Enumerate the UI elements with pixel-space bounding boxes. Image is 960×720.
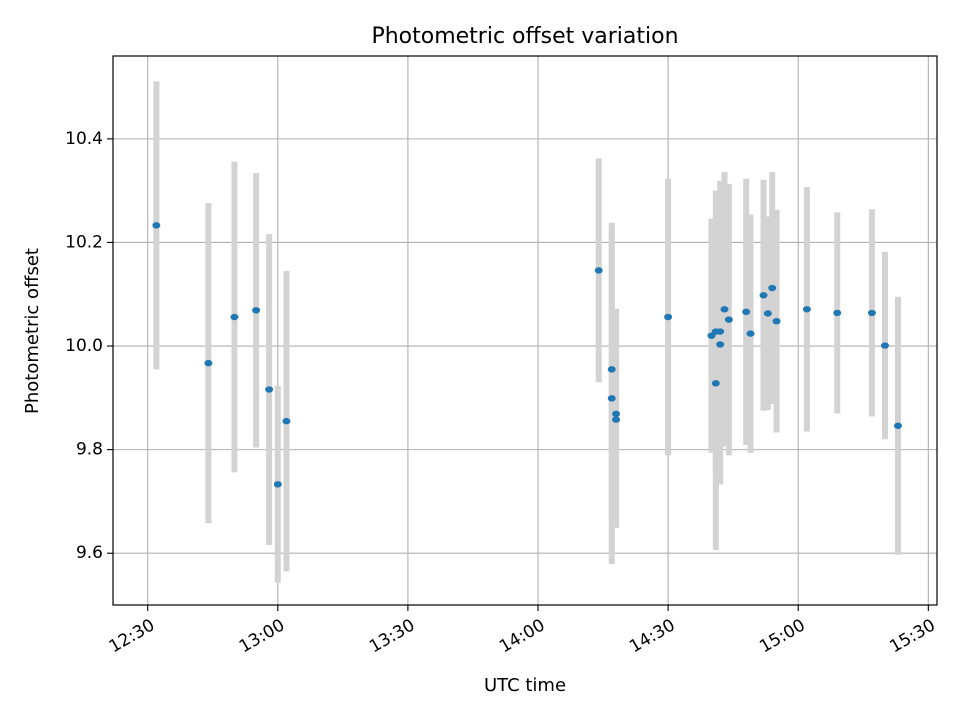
data-point bbox=[252, 307, 261, 314]
data-point bbox=[282, 417, 291, 425]
data-point bbox=[594, 267, 603, 274]
data-point bbox=[833, 309, 842, 317]
data-point bbox=[265, 386, 274, 393]
y-tick-label: 9.8 bbox=[76, 440, 103, 460]
data-point bbox=[716, 341, 725, 348]
y-axis-label: Photometric offset bbox=[22, 248, 43, 414]
data-point bbox=[711, 380, 720, 387]
y-tick-label: 10.0 bbox=[65, 336, 103, 356]
data-point bbox=[867, 309, 876, 317]
data-point bbox=[607, 366, 616, 373]
x-axis-label: UTC time bbox=[484, 675, 566, 696]
data-point bbox=[759, 292, 768, 299]
data-point bbox=[724, 316, 733, 323]
data-point bbox=[607, 395, 616, 402]
data-point bbox=[612, 416, 621, 423]
y-tick-label: 10.2 bbox=[65, 232, 103, 252]
data-point bbox=[768, 284, 777, 292]
grid bbox=[113, 56, 937, 605]
y-axis-ticks: 9.6 9.8 10.0 10.2 10.4 bbox=[65, 129, 113, 563]
data-point bbox=[204, 359, 213, 367]
plot-area bbox=[113, 56, 937, 605]
data-point bbox=[664, 313, 673, 321]
data-point bbox=[720, 306, 729, 313]
data-point bbox=[746, 330, 755, 337]
data-point bbox=[742, 308, 751, 316]
data-point bbox=[273, 481, 282, 488]
data-point bbox=[880, 342, 889, 349]
data-point bbox=[893, 422, 902, 429]
chart-title: Photometric offset variation bbox=[371, 24, 678, 49]
data-point bbox=[802, 306, 811, 313]
data-point bbox=[230, 313, 239, 321]
data-point bbox=[612, 410, 621, 418]
data-points bbox=[152, 222, 902, 488]
data-point bbox=[716, 328, 725, 335]
data-point bbox=[772, 317, 781, 325]
plot-frame bbox=[112, 55, 938, 606]
y-tick-label: 10.4 bbox=[65, 129, 103, 149]
data-point bbox=[152, 222, 161, 229]
y-tick-label: 9.6 bbox=[76, 543, 103, 563]
data-point bbox=[763, 310, 772, 317]
